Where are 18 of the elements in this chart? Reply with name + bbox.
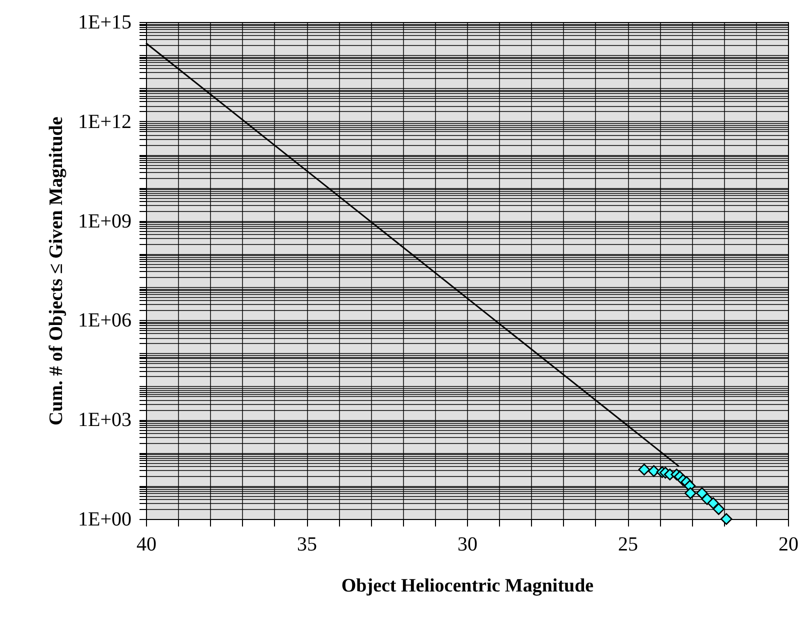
x-tick-label: 35: [297, 534, 317, 556]
y-tick-label: 1E+03: [78, 409, 132, 432]
y-axis-title: Cum. # of Objects ≤ Given Magnitude: [46, 116, 68, 426]
point: [712, 503, 725, 515]
y-tick-label: 1E+15: [78, 12, 132, 34]
x-tick-label: 30: [458, 534, 478, 556]
point: [684, 487, 696, 500]
x-axis-title: Object Heliocentric Magnitude: [341, 576, 594, 596]
y-tick-label: 1E+12: [78, 110, 132, 133]
y-tick-label: 1E+06: [78, 310, 132, 332]
x-tick-label: 40: [136, 534, 156, 556]
y-tick-label: 1E+00: [78, 508, 132, 530]
point: [648, 465, 660, 477]
point: [707, 497, 720, 510]
x-tick-label: 25: [618, 534, 638, 556]
y-tick-label: 1E+09: [78, 210, 132, 232]
x-tick-label: 20: [778, 534, 798, 556]
point: [638, 464, 650, 476]
